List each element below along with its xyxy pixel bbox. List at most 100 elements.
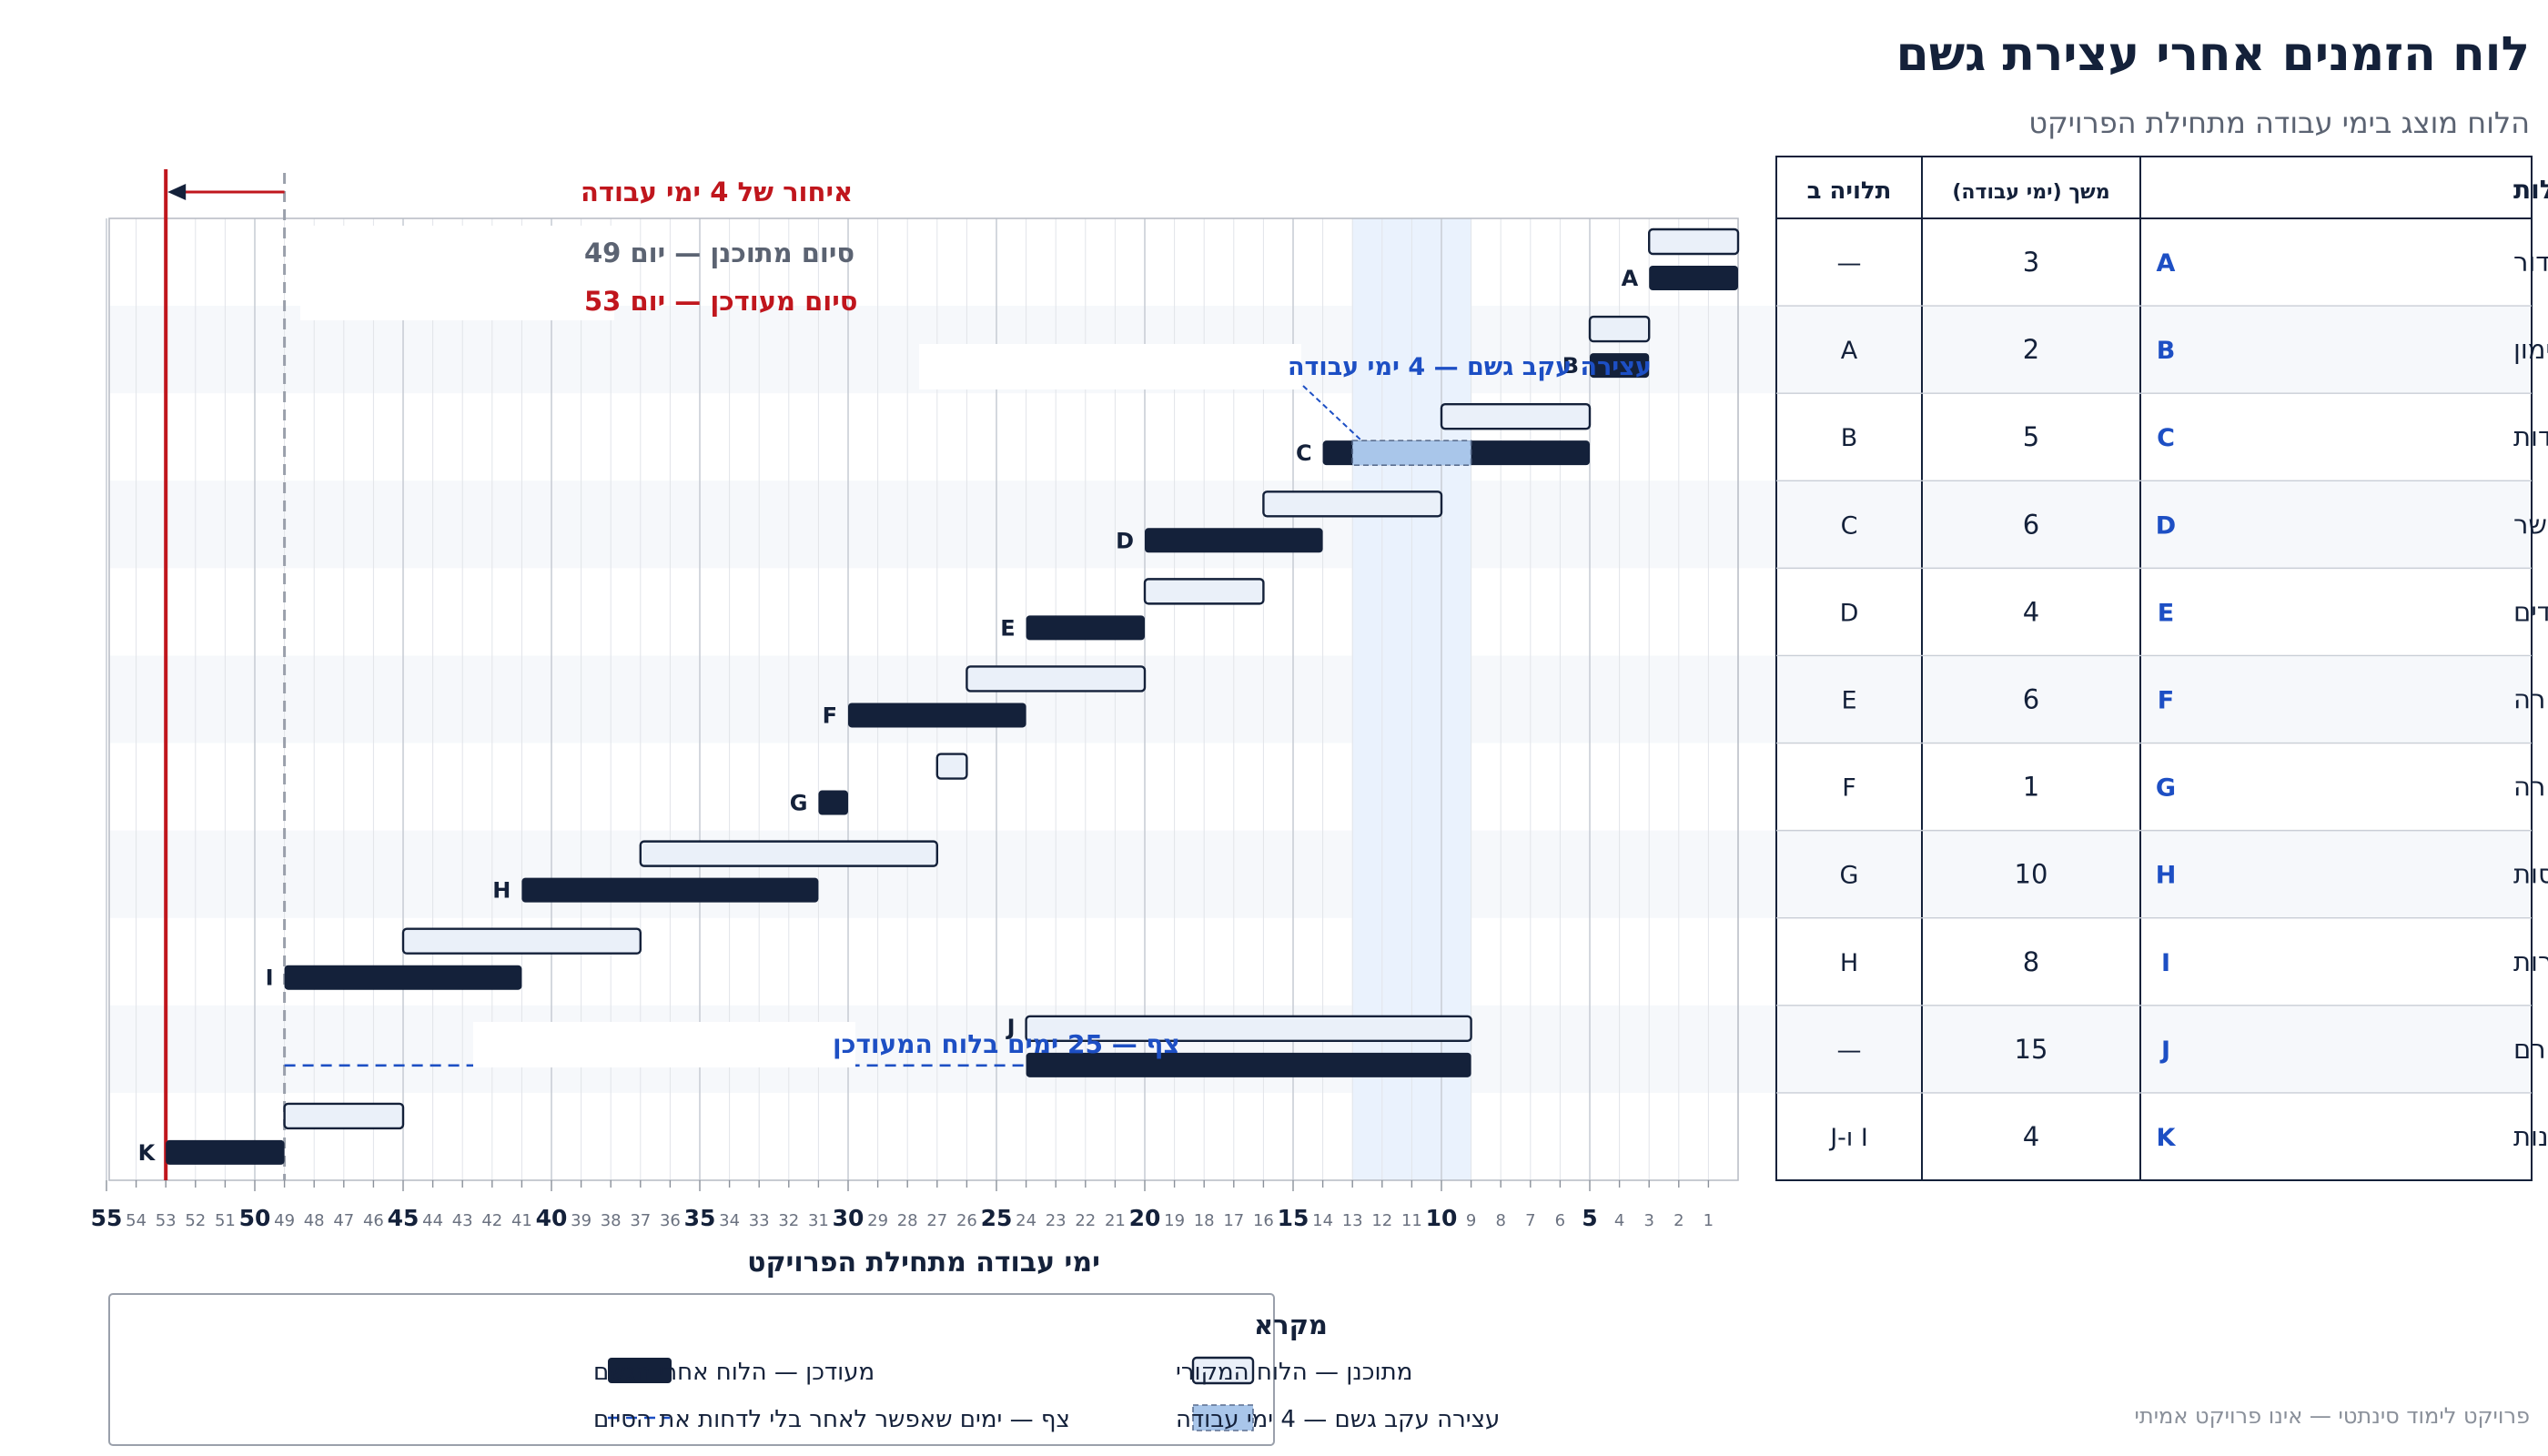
activity-depends: C [1841,511,1858,540]
task-bar-label: J [1006,1015,1016,1040]
activity-id: D [2156,511,2176,540]
activity-depends: B [1841,424,1858,452]
activity-duration: 6 [2023,684,2039,715]
table-header-depends: תלויה ב [1807,177,1892,205]
x-tick-label: 19 [1164,1211,1185,1230]
x-tick-label: 2 [1673,1211,1684,1230]
planned-bar [283,1102,405,1130]
table-row: מתווה וסימון B 2 A [1841,334,2548,365]
x-tick-label: 15 [1278,1205,1309,1231]
task-I: I [266,927,642,991]
activity-name: עמודים [2513,596,2548,627]
table-row: טפסות וזיון תקרה F 6 E [1841,684,2548,715]
activity-duration: 4 [2023,596,2039,627]
task-bar-label: C [1296,440,1312,466]
activity-depends: — [1837,249,1862,278]
task-bar-label: H [492,878,511,904]
row-stripe [109,830,2532,918]
updated-bar [284,965,522,990]
table-header-activity: פעילות [2513,175,2548,205]
table-frame [1775,156,2533,1181]
row-stripe [109,655,2532,743]
planned-bar [401,927,642,955]
x-tick-label: 25 [981,1205,1013,1231]
task-H: H [492,840,938,904]
x-tick-label: 6 [1555,1211,1565,1230]
x-tick-label: 18 [1194,1211,1215,1230]
slack-label-bg [473,1022,855,1067]
activity-id: F [2158,687,2174,715]
x-tick-label: 17 [1223,1211,1244,1230]
table-row: הזמנת חלונות וייצורם J 15 — [1837,1034,2548,1065]
footer-note: פרויקט לימוד סינתטי — אינו פרויקט אמיתי [2134,1403,2530,1429]
x-axis-title: ימי עבודה מתחילת הפרויקט [747,1247,1100,1279]
x-tick-label: 24 [1016,1211,1036,1230]
activity-id: J [2159,1036,2170,1065]
activity-duration: 5 [2023,421,2039,452]
table-row: חפירה ליסודות C 5 B [1841,421,2548,452]
legend-item-planned: מתוכנן — הלוח המקורי [1176,1356,1412,1386]
activity-name: יציקת תקרה [2513,772,2548,803]
legend-title: מקרא [1254,1309,1328,1340]
x-tick-label: 12 [1371,1211,1392,1230]
x-tick-label: 28 [897,1211,918,1230]
task-bar-label: E [1000,615,1015,641]
pause-annotation: עצירה עקב גשם — 4 ימי עבודה [1288,353,1652,381]
updated-bar [818,790,848,815]
x-tick-label: 48 [304,1211,325,1230]
activity-name: בניית קירות [2513,946,2548,977]
task-J: J [1006,1015,1472,1077]
planned-bar [935,753,968,780]
x-tick-label: 45 [388,1205,420,1231]
updated-bar [848,703,1026,728]
planned-finish-annotation: סיום מתוכנן — יום 49 [584,238,854,268]
rain-pause-segment [1351,440,1472,466]
x-tick-label: 34 [719,1211,740,1230]
task-bar-label: A [1622,266,1639,291]
x-tick-label: 47 [333,1211,354,1230]
x-tick-label: 3 [1643,1211,1653,1230]
page-title: לוח הזמנים אחרי עצירת גשם [1896,27,2531,82]
row-stripe [109,306,2532,394]
activity-name: הכנת אתר וגידור [2513,247,2548,278]
task-bar-label: K [138,1140,157,1166]
x-tick-label: 20 [1129,1205,1161,1231]
activity-duration: 1 [2023,772,2039,803]
x-tick-label: 40 [536,1205,568,1231]
table-row: הכנת אתר וגידור A 3 — [1837,247,2548,278]
x-tick-label: 11 [1401,1211,1422,1230]
task-C: C [1296,402,1592,466]
x-tick-label: 38 [601,1211,622,1230]
x-tick-label: 37 [630,1211,651,1230]
legend: מקרא מתוכנן — הלוח המקורי מעודכן — הלוח אח… [108,1293,1500,1446]
x-tick-label: 7 [1525,1211,1535,1230]
legend-item-updated: מעודכן — הלוח אחרי הגשם [593,1358,875,1386]
delay-arrow-head [167,184,187,200]
x-tick-label: 39 [571,1211,592,1230]
x-tick-label: 53 [156,1211,177,1230]
legend-swatch [1192,1404,1254,1431]
legend-label: עצירה עקב גשם — 4 ימי עבודה [1176,1406,1500,1433]
task-F: F [823,665,1147,728]
planned-bar [1440,402,1592,430]
x-tick-label: 4 [1614,1211,1624,1230]
activity-duration: 4 [2023,1121,2039,1152]
x-tick-label: 14 [1312,1211,1333,1230]
x-tick-label: 30 [833,1205,864,1231]
updated-bar [166,1139,285,1165]
updated-bar [521,877,819,903]
activity-id: A [2157,249,2176,278]
x-tick-label: 33 [749,1211,770,1230]
pause-leader-line [1302,385,1362,441]
updated-bar [1026,615,1145,641]
activity-id: K [2157,1124,2177,1152]
activity-depends: G [1840,862,1859,890]
table-row: התקנת חלונות K 4 I ו-J [1828,1121,2548,1152]
page-subtitle: הלוח מוצג בימי עבודה מתחילת הפרויקט [2028,106,2530,140]
planned-bar [1647,228,1740,256]
legend-swatch [1191,1356,1255,1385]
x-tick-label: 23 [1046,1211,1067,1230]
activity-name: התקנת חלונות [2513,1121,2548,1152]
x-tick-label: 9 [1466,1211,1476,1230]
